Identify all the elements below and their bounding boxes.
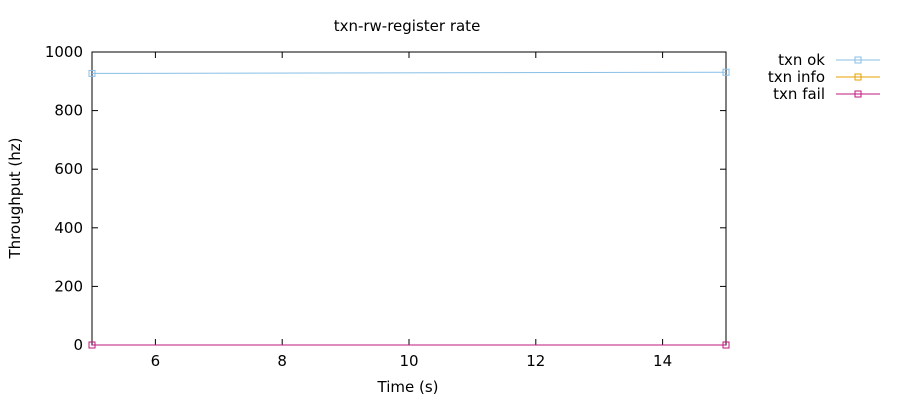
legend-marker-txn-info xyxy=(854,73,862,81)
legend-marker-txn-ok xyxy=(854,56,862,64)
data-point-txn-ok xyxy=(88,69,96,77)
legend-label-txn-fail: txn fail xyxy=(773,85,825,103)
y-tick-label: 600 xyxy=(54,160,83,178)
data-point-txn-fail xyxy=(722,341,730,349)
series-layer xyxy=(88,68,730,349)
y-axis-label: Throughput (hz) xyxy=(6,138,24,260)
y-tick-label: 400 xyxy=(54,219,83,237)
y-tick-label: 200 xyxy=(54,277,83,295)
y-axis: 0 200 400 600 800 1000 xyxy=(45,43,726,354)
x-tick-label: 12 xyxy=(526,352,545,370)
legend-label-txn-info: txn info xyxy=(768,68,825,86)
x-tick-label: 10 xyxy=(399,352,418,370)
y-tick-label: 1000 xyxy=(45,43,83,61)
x-tick-label: 14 xyxy=(653,352,672,370)
series-line-txn-ok xyxy=(91,71,727,74)
y-tick-label: 800 xyxy=(54,102,83,120)
chart-title: txn-rw-register rate xyxy=(334,17,481,35)
x-tick-label: 8 xyxy=(277,352,287,370)
y-tick-label: 0 xyxy=(73,336,83,354)
data-point-txn-ok xyxy=(722,68,730,76)
x-axis-label: Time (s) xyxy=(377,378,439,396)
legend-marker-txn-fail xyxy=(854,90,862,98)
legend-label-txn-ok: txn ok xyxy=(778,51,825,69)
data-point-txn-fail xyxy=(88,341,96,349)
plot-area xyxy=(91,51,727,346)
x-axis: 6 8 10 12 14 xyxy=(151,52,672,370)
x-tick-label: 6 xyxy=(151,352,161,370)
